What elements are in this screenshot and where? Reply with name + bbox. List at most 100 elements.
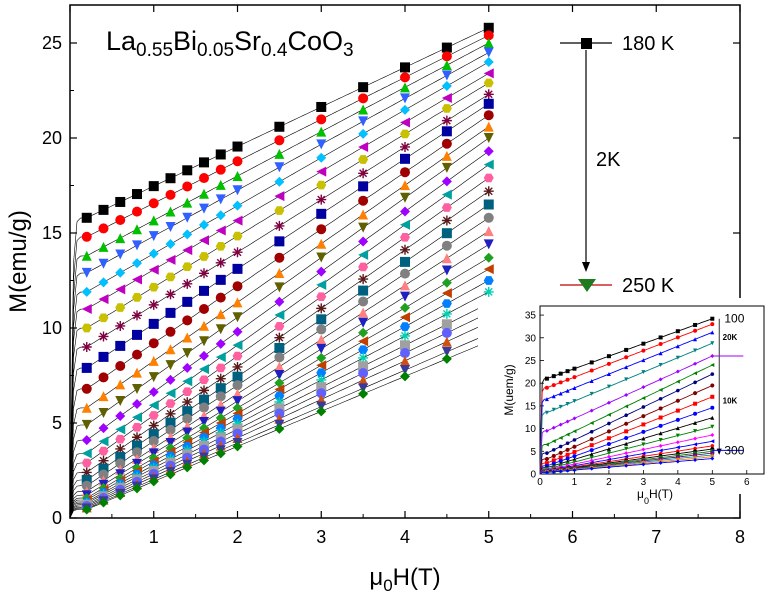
data-point-marker: [98, 277, 109, 288]
data-point-marker: [565, 388, 570, 393]
data-point-marker: [316, 152, 327, 163]
data-point-marker: [81, 286, 92, 297]
data-point-marker: [441, 327, 452, 338]
inset-x-tick-label: 2: [606, 477, 612, 488]
inset-step-label: 20K: [723, 333, 738, 342]
label-part: μ: [369, 564, 383, 591]
data-point-marker: [199, 188, 209, 199]
data-point-marker: [589, 437, 594, 442]
data-point-marker: [148, 198, 159, 209]
data-point-marker: [441, 277, 452, 288]
data-point-marker: [182, 262, 193, 272]
data-point-marker: [165, 469, 176, 480]
data-point-marker: [544, 451, 549, 455]
inset-y-tick-label: 35: [525, 311, 537, 322]
data-point-marker: [400, 72, 410, 83]
data-point-marker: [483, 264, 494, 275]
data-point-marker: [483, 30, 494, 41]
data-point-marker: [624, 347, 629, 352]
data-point-marker: [148, 248, 159, 259]
data-point-marker: [400, 62, 410, 73]
data-point-marker: [483, 68, 494, 79]
data-point-marker: [132, 240, 142, 251]
inset-y-tick-label: 5: [530, 447, 536, 458]
data-point-marker: [199, 364, 209, 375]
data-point-marker: [316, 208, 327, 219]
data-point-marker: [675, 355, 680, 360]
data-point-marker: [215, 309, 226, 320]
data-point-marker: [589, 429, 594, 434]
data-point-marker: [274, 252, 285, 263]
data-point-marker: [81, 419, 92, 430]
data-point-marker: [165, 221, 176, 232]
data-point-marker: [624, 355, 629, 360]
data-point-marker: [182, 427, 193, 438]
data-point-marker: [441, 288, 452, 299]
label-part: 0.05: [197, 40, 234, 61]
data-point-marker: [441, 150, 452, 161]
data-point-marker: [483, 173, 494, 183]
data-point-marker: [199, 203, 209, 214]
data-point-marker: [165, 388, 176, 399]
data-point-marker: [624, 365, 629, 370]
data-point-marker: [81, 362, 92, 373]
data-point-marker: [441, 115, 452, 126]
data-point-marker: [441, 162, 452, 173]
data-point-marker: [483, 212, 494, 223]
data-point-marker: [400, 153, 410, 164]
data-point-marker: [710, 415, 715, 420]
data-point-marker: [98, 391, 109, 402]
data-point-marker: [232, 396, 243, 407]
data-point-marker: [483, 98, 494, 109]
data-point-marker: [400, 141, 410, 152]
data-point-marker: [441, 92, 452, 103]
data-point-marker: [565, 369, 570, 374]
data-point-marker: [316, 360, 327, 371]
data-point-marker: [199, 375, 209, 385]
data-point-marker: [274, 268, 285, 279]
data-point-marker: [624, 413, 629, 417]
data-point-marker: [589, 379, 594, 384]
x-axis-label: μ0H(T): [369, 564, 440, 594]
data-point-marker: [400, 93, 410, 104]
data-point-marker: [589, 368, 594, 373]
data-point-marker: [115, 411, 126, 422]
data-point-marker: [199, 455, 209, 466]
data-point-marker: [316, 324, 327, 335]
data-point-marker: [274, 220, 285, 231]
label-part: 3: [343, 40, 354, 61]
data-point-marker: [358, 361, 369, 372]
data-point-marker: [572, 459, 577, 464]
legend-arrow-head: [582, 262, 590, 272]
data-point-marker: [693, 436, 698, 441]
data-point-marker: [358, 116, 369, 127]
data-point-marker: [274, 423, 285, 434]
label-part: 0: [383, 576, 392, 594]
data-point-marker: [558, 422, 563, 427]
x-tick-label: 2: [232, 527, 242, 547]
data-point-marker: [558, 404, 563, 409]
data-point-marker: [565, 419, 570, 424]
data-point-marker: [641, 396, 646, 401]
data-point-marker: [274, 391, 285, 401]
data-point-marker: [274, 296, 285, 307]
data-point-marker: [115, 303, 126, 312]
data-point-marker: [551, 458, 556, 463]
data-point-marker: [572, 399, 577, 404]
data-point-marker: [148, 318, 159, 329]
data-point-marker: [165, 206, 176, 217]
data-point-marker: [182, 296, 193, 307]
inset-x-tick-label: 0: [537, 477, 543, 488]
data-point-marker: [115, 249, 126, 260]
data-point-marker: [624, 441, 629, 446]
data-point-marker: [551, 407, 556, 412]
data-point-marker: [589, 466, 594, 471]
data-point-marker: [441, 353, 452, 364]
data-point-marker: [98, 455, 109, 466]
data-point-marker: [400, 312, 410, 323]
data-point-marker: [400, 291, 410, 302]
data-point-marker: [400, 180, 410, 191]
data-point-marker: [544, 376, 549, 381]
data-point-marker: [274, 176, 285, 187]
